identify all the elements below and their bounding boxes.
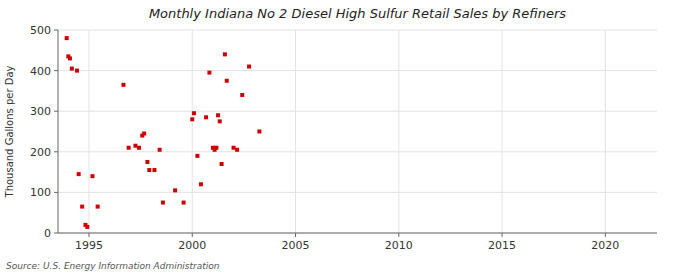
point bbox=[199, 182, 203, 186]
point bbox=[216, 113, 220, 117]
x-tick bbox=[88, 233, 89, 237]
point bbox=[142, 132, 146, 136]
point bbox=[75, 69, 79, 73]
x-tick bbox=[605, 233, 606, 237]
point bbox=[218, 119, 222, 123]
grid-line-x bbox=[88, 30, 89, 233]
point bbox=[257, 130, 261, 134]
x-tick bbox=[192, 233, 193, 237]
y-tick-label: 100 bbox=[30, 186, 51, 199]
x-tick-label: 2000 bbox=[178, 239, 206, 252]
y-tick bbox=[54, 151, 58, 152]
grid bbox=[58, 30, 657, 233]
x-tick bbox=[398, 233, 399, 237]
axes: 1995 2000 2005 2010 2015 2020 0 100 200 300 400 500 bbox=[30, 24, 619, 252]
y-axis-label: Thousand Gallons per Day bbox=[4, 65, 15, 198]
y-tick-label: 300 bbox=[30, 105, 51, 118]
point bbox=[80, 205, 84, 209]
point bbox=[235, 148, 239, 152]
y-tick bbox=[54, 70, 58, 71]
x-axis-line bbox=[58, 233, 657, 234]
grid-line-y bbox=[58, 192, 657, 193]
grid-line-x bbox=[398, 30, 399, 233]
title: Monthly Indiana No 2 Diesel High Sulfur … bbox=[149, 6, 566, 21]
point bbox=[223, 52, 227, 56]
x-tick bbox=[502, 233, 503, 237]
x-tick-label: 2020 bbox=[591, 239, 619, 252]
grid-line-x bbox=[502, 30, 503, 233]
point bbox=[145, 160, 149, 164]
point bbox=[127, 146, 131, 150]
x-tick-label: 2015 bbox=[488, 239, 516, 252]
point bbox=[204, 115, 208, 119]
chart: 1995 2000 2005 2010 2015 2020 0 100 200 300 400 500… bbox=[0, 0, 675, 275]
point bbox=[247, 65, 251, 69]
points bbox=[65, 36, 262, 229]
y-tick-label: 400 bbox=[30, 65, 51, 78]
grid-line-y bbox=[58, 111, 657, 112]
x-tick-label: 2010 bbox=[385, 239, 413, 252]
x-tick bbox=[295, 233, 296, 237]
y-tick-label: 200 bbox=[30, 146, 51, 159]
grid-line-x bbox=[192, 30, 193, 233]
y-tick-label: 0 bbox=[44, 227, 51, 240]
y-tick bbox=[54, 30, 58, 31]
point bbox=[214, 146, 218, 150]
point bbox=[70, 67, 74, 71]
y-tick bbox=[54, 111, 58, 112]
point bbox=[192, 111, 196, 115]
y-tick-label: 500 bbox=[30, 24, 51, 37]
annotation: Source: U.S. Energy Information Administ… bbox=[6, 261, 220, 271]
point bbox=[137, 146, 141, 150]
grid-line-y bbox=[58, 233, 657, 234]
point bbox=[152, 168, 156, 172]
grid-line-y bbox=[58, 151, 657, 152]
point bbox=[147, 168, 151, 172]
grid-line-x bbox=[295, 30, 296, 233]
x-tick-label: 2005 bbox=[282, 239, 310, 252]
point bbox=[65, 36, 69, 40]
point bbox=[158, 148, 162, 152]
point bbox=[96, 205, 100, 209]
point bbox=[232, 146, 236, 150]
point bbox=[225, 79, 229, 83]
point bbox=[133, 144, 137, 148]
point bbox=[173, 188, 177, 192]
grid-line-x bbox=[605, 30, 606, 233]
x-tick-label: 1995 bbox=[75, 239, 103, 252]
point bbox=[68, 56, 72, 60]
point bbox=[207, 71, 211, 75]
point bbox=[190, 117, 194, 121]
point bbox=[77, 172, 81, 176]
y-tick bbox=[54, 192, 58, 193]
y-tick bbox=[54, 233, 58, 234]
y-axis-line bbox=[58, 30, 59, 233]
point bbox=[90, 174, 94, 178]
point bbox=[182, 201, 186, 205]
point bbox=[195, 154, 199, 158]
grid-line-y bbox=[58, 70, 657, 71]
point bbox=[85, 225, 89, 229]
point bbox=[161, 201, 165, 205]
point bbox=[240, 93, 244, 97]
grid-line-y bbox=[58, 30, 657, 31]
point bbox=[121, 83, 125, 87]
point bbox=[220, 162, 224, 166]
